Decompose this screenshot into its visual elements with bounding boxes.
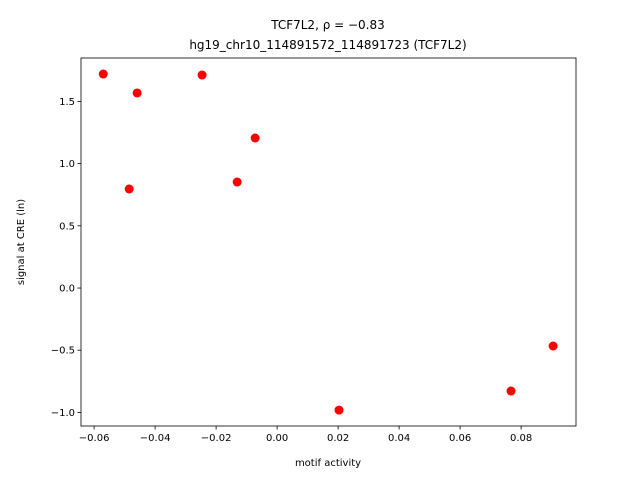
y-tick-label: 1.0: [59, 159, 75, 170]
y-tick-label: −0.5: [51, 346, 75, 357]
x-tick-label: −0.04: [140, 433, 171, 444]
x-tick-label: 0.04: [388, 433, 410, 444]
x-tick-label: 0.08: [510, 433, 532, 444]
point: [197, 70, 207, 80]
point: [548, 341, 558, 351]
y-tick-label: 0.0: [59, 284, 75, 295]
x-tick-label: −0.06: [79, 433, 110, 444]
plot-frame: [80, 57, 577, 427]
chart-title: TCF7L2, ρ = −0.83: [270, 18, 385, 32]
point: [124, 184, 134, 194]
point: [98, 69, 108, 79]
x-tick-label: 0.02: [327, 433, 349, 444]
point: [132, 88, 142, 98]
y-tick-label: 0.5: [59, 221, 75, 232]
point: [334, 405, 344, 415]
y-tick-label: 1.5: [59, 97, 75, 108]
y-axis-label: signal at CRE (ln): [16, 199, 27, 285]
point: [506, 386, 516, 396]
x-axis-label: motif activity: [295, 458, 361, 469]
chart-subtitle: hg19_chr10_114891572_114891723 (TCF7L2): [189, 38, 466, 52]
x-tick-label: −0.02: [201, 433, 232, 444]
point: [232, 177, 242, 187]
x-tick-label: 0.06: [449, 433, 471, 444]
x-tick-label: 0.00: [266, 433, 288, 444]
point: [250, 133, 260, 143]
y-tick-label: −1.0: [51, 408, 75, 419]
